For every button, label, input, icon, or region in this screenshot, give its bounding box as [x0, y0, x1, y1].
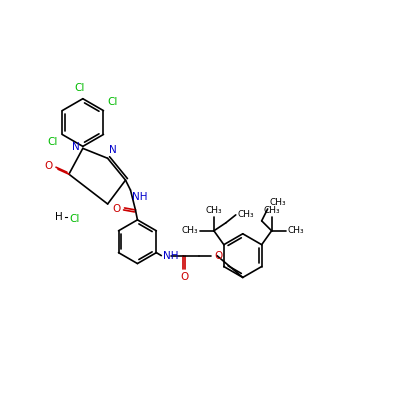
Text: NH: NH — [132, 192, 148, 202]
Text: N: N — [109, 145, 116, 155]
Text: Cl: Cl — [108, 97, 118, 107]
Text: CH₃: CH₃ — [270, 198, 286, 207]
Text: CH₃: CH₃ — [206, 206, 222, 215]
Text: NH: NH — [163, 251, 179, 261]
Text: CH₃: CH₃ — [181, 226, 198, 235]
Text: N: N — [72, 142, 80, 152]
Text: O: O — [180, 272, 188, 282]
Text: H: H — [55, 212, 63, 222]
Text: Cl: Cl — [75, 83, 85, 93]
Text: Cl: Cl — [48, 138, 58, 148]
Text: O: O — [112, 204, 120, 214]
Text: CH₃: CH₃ — [263, 206, 280, 215]
Text: O: O — [214, 251, 222, 261]
Text: CH₃: CH₃ — [238, 210, 254, 219]
Text: CH₃: CH₃ — [288, 226, 304, 235]
Text: Cl: Cl — [69, 214, 79, 224]
Text: O: O — [45, 161, 53, 171]
